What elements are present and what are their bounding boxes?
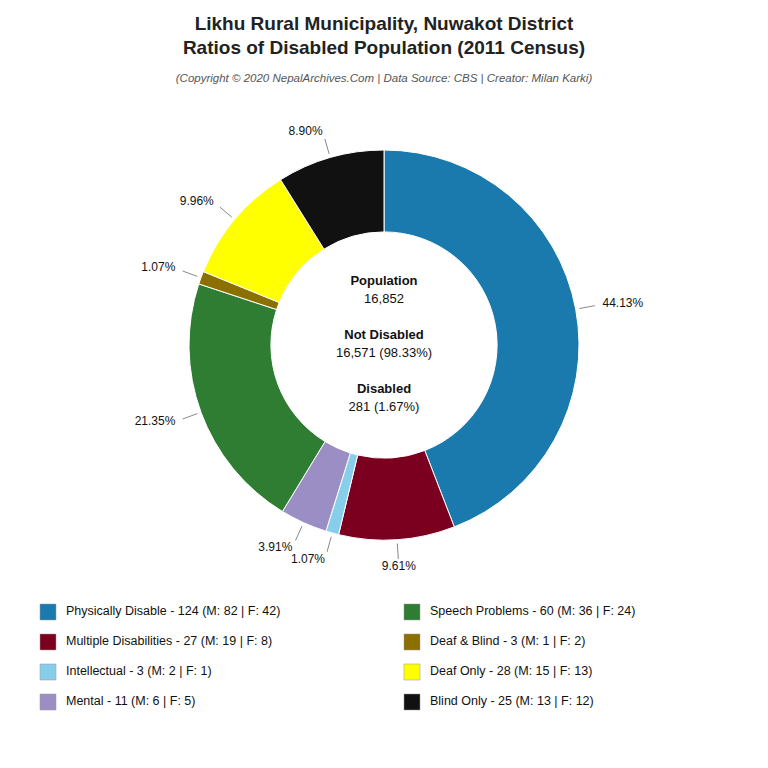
leader-line [397, 543, 398, 559]
data-label: 1.07% [291, 552, 325, 566]
data-label: 9.61% [382, 559, 416, 573]
center-text: 281 (1.67%) [349, 399, 420, 414]
slices [189, 150, 579, 540]
slice [281, 150, 384, 249]
legend: Physically Disable - 124 (M: 82 | F: 42)… [40, 604, 635, 710]
data-labels: 44.13%9.61%1.07%3.91%21.35%1.07%9.96%8.9… [135, 124, 644, 573]
data-label: 1.07% [141, 260, 175, 274]
chart: Likhu Rural Municipality, Nuwakot Distri… [0, 0, 768, 768]
leader-line [220, 207, 232, 217]
leader-line [580, 306, 595, 309]
leader-line [183, 271, 198, 276]
legend-swatch [40, 604, 56, 620]
legend-swatch [40, 634, 56, 650]
title: Ratios of Disabled Population (2011 Cens… [183, 37, 585, 58]
legend-entry: Physically Disable - 124 (M: 82 | F: 42) [66, 604, 280, 618]
legend-swatch [40, 694, 56, 710]
legend-swatch [404, 694, 420, 710]
center-text: Population [350, 273, 417, 288]
legend-entry: Intellectual - 3 (M: 2 | F: 1) [66, 664, 212, 678]
data-label: 44.13% [603, 296, 644, 310]
data-label: 21.35% [135, 414, 176, 428]
legend-entry: Speech Problems - 60 (M: 36 | F: 24) [430, 604, 635, 618]
legend-swatch [404, 634, 420, 650]
leader-line [296, 526, 302, 540]
center-text: Not Disabled [344, 327, 424, 342]
center-text: Disabled [357, 381, 411, 396]
title: Likhu Rural Municipality, Nuwakot Distri… [195, 13, 574, 34]
center-text: 16,571 (98.33%) [336, 345, 432, 360]
leader-line [325, 139, 329, 154]
legend-entry: Deaf & Blind - 3 (M: 1 | F: 2) [430, 634, 585, 648]
subtitle: (Copyright © 2020 NepalArchives.Com | Da… [176, 72, 593, 84]
data-label: 9.96% [180, 194, 214, 208]
slice [189, 284, 325, 512]
leader-line [183, 414, 198, 419]
center-text: 16,852 [364, 291, 404, 306]
data-label: 3.91% [258, 540, 292, 554]
legend-swatch [404, 604, 420, 620]
legend-entry: Blind Only - 25 (M: 13 | F: 12) [430, 694, 594, 708]
legend-entry: Mental - 11 (M: 6 | F: 5) [66, 694, 195, 708]
leader-line [327, 537, 331, 552]
data-label: 8.90% [289, 124, 323, 138]
legend-swatch [404, 664, 420, 680]
legend-swatch [40, 664, 56, 680]
legend-entry: Multiple Disabilities - 27 (M: 19 | F: 8… [66, 634, 272, 648]
legend-entry: Deaf Only - 28 (M: 15 | F: 13) [430, 664, 592, 678]
